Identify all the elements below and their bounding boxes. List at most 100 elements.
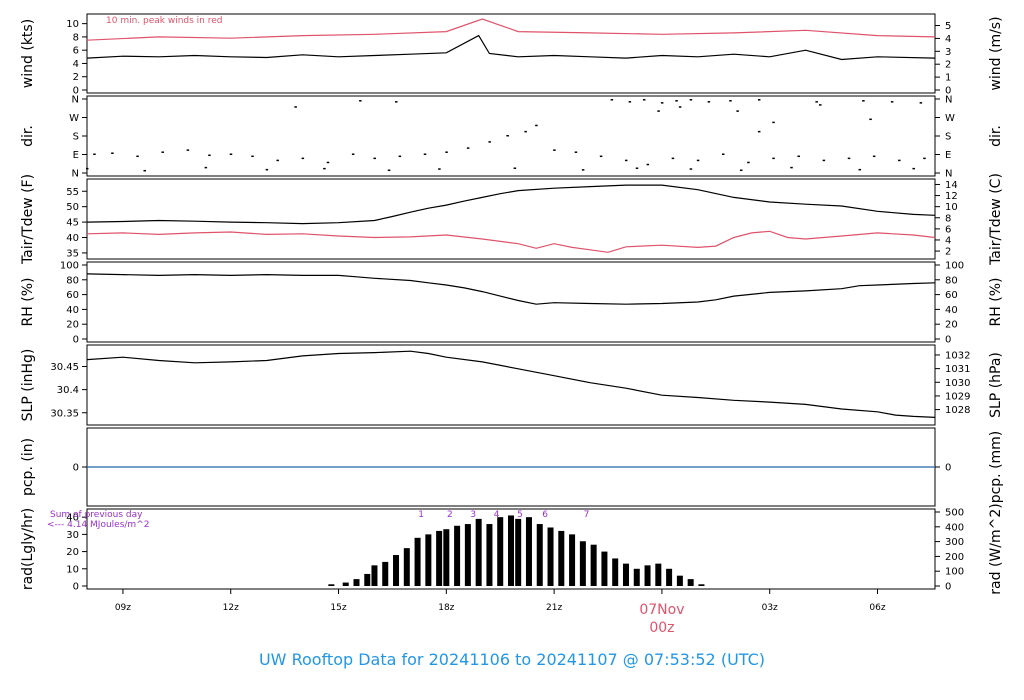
- direction-point: [204, 166, 208, 169]
- direction-point: [689, 168, 693, 170]
- y-tick-label-right: 14: [945, 180, 958, 191]
- y-tick-label-right: 5: [945, 21, 951, 32]
- direction-point: [747, 161, 750, 164]
- radiation-bar: [698, 584, 705, 586]
- y-tick-label-right: 100: [945, 567, 964, 578]
- radiation-bar: [414, 537, 421, 586]
- direction-point: [628, 101, 632, 103]
- panel-wind: 0 2 4 6 8 10 0 1 2 3 4 5 wind (kts) wind (m/s) 10 min.…: [20, 13, 1004, 97]
- direction-point: [797, 155, 800, 158]
- y-tick-label-right: 1031: [945, 364, 970, 375]
- direction-point: [689, 99, 693, 101]
- y-axis-title-right: RH (%): [988, 278, 1004, 327]
- radiation-bar: [666, 568, 673, 586]
- y-tick-label: S: [73, 132, 79, 143]
- y-tick-label-right: 10: [945, 202, 958, 213]
- y-tick-label: E: [73, 150, 79, 161]
- series-line: [86, 273, 936, 305]
- radiation-bar: [353, 579, 360, 586]
- direction-point: [729, 100, 732, 102]
- direction-point: [898, 159, 901, 162]
- footer-title: UW Rooftop Data for 20241106 to 20241107…: [259, 650, 765, 669]
- radiation-annotation: Sum of previous day: [50, 510, 143, 520]
- radiation-bar: [547, 527, 554, 586]
- direction-point: [387, 169, 391, 172]
- y-tick-label-right: 200: [945, 552, 964, 563]
- direction-point: [251, 155, 254, 158]
- y-tick-label-right: 1028: [945, 405, 970, 416]
- radiation-bar: [676, 575, 683, 586]
- y-tick-label-right: 20: [945, 320, 958, 331]
- radiation-bar: [601, 551, 608, 586]
- y-tick-label-right: 6: [945, 224, 951, 235]
- direction-point: [815, 101, 818, 103]
- y-tick-label-right: 300: [945, 537, 964, 548]
- x-tick-label: 03z: [762, 603, 778, 613]
- direction-point: [398, 155, 402, 158]
- y-tick-label-right: 8: [945, 213, 951, 224]
- hour-marker: 4: [494, 510, 500, 520]
- radiation-bar: [655, 563, 662, 586]
- direction-point: [513, 167, 517, 169]
- y-axis-title-right: SLP (hPa): [988, 352, 1004, 418]
- y-tick-label-right: N: [945, 169, 952, 180]
- direction-point: [772, 121, 775, 124]
- radiation-bar: [328, 584, 335, 586]
- panel-frame: [86, 261, 936, 343]
- time-axis: 09z 12z 15z 18z 21z 03z 06z 07Nov 00z: [115, 589, 886, 636]
- y-tick-label: 35: [66, 248, 79, 259]
- direction-point: [847, 157, 851, 160]
- direction-point: [757, 99, 761, 101]
- y-tick-label: 0: [73, 335, 79, 346]
- direction-point: [862, 100, 865, 102]
- panel-pcp: 0 0 pcp. (in) pcp. (mm): [20, 427, 1004, 507]
- x-tick-label: 12z: [223, 603, 239, 613]
- radiation-bar: [633, 568, 640, 586]
- direction-point: [488, 141, 491, 143]
- y-tick-label-right: 2: [945, 247, 951, 258]
- direction-point: [373, 157, 376, 160]
- y-tick-label-right: 500: [945, 508, 964, 519]
- y-tick-label: 80: [66, 275, 79, 286]
- direction-point: [524, 130, 527, 133]
- direction-point: [696, 159, 700, 162]
- y-tick-label-right: 60: [945, 290, 958, 301]
- direction-point: [423, 153, 427, 155]
- series-line: [86, 18, 936, 41]
- radiation-bar: [364, 573, 371, 586]
- series-line: [86, 230, 936, 253]
- y-axis-title-right: pcp. (mm): [988, 431, 1004, 504]
- y-tick-label-right: 4: [945, 235, 951, 246]
- radiation-bar: [486, 524, 493, 586]
- y-tick-label-right: 0: [945, 463, 951, 474]
- y-tick-label: N: [72, 169, 79, 180]
- panel-frame: [86, 508, 936, 590]
- direction-point: [574, 151, 578, 153]
- y-tick-label-right: 100: [945, 261, 964, 272]
- y-tick-label-right: 12: [945, 191, 958, 202]
- direction-point: [466, 147, 470, 149]
- direction-point: [635, 167, 639, 169]
- y-tick-label: 20: [66, 320, 79, 331]
- y-tick-label-right: 2: [945, 60, 951, 71]
- direction-point: [93, 153, 96, 155]
- radiation-bar: [590, 544, 597, 586]
- direction-point: [276, 159, 279, 162]
- direction-point: [229, 153, 233, 155]
- direction-point: [323, 167, 326, 170]
- date-label-time: 00z: [649, 620, 674, 636]
- y-tick-label-right: 40: [945, 305, 958, 316]
- radiation-bar: [443, 529, 450, 586]
- y-axis-title-right: wind (m/s): [988, 16, 1004, 90]
- direction-point: [294, 106, 297, 108]
- y-axis-title: dir.: [20, 125, 36, 147]
- radiation-bar: [342, 582, 349, 586]
- panel-frame: [86, 344, 936, 426]
- direction-point: [136, 155, 139, 158]
- y-axis-title: SLP (inHg): [20, 349, 36, 422]
- x-tick-label: 06z: [869, 603, 885, 613]
- direction-point: [326, 161, 330, 164]
- y-tick-label: 10: [66, 564, 79, 575]
